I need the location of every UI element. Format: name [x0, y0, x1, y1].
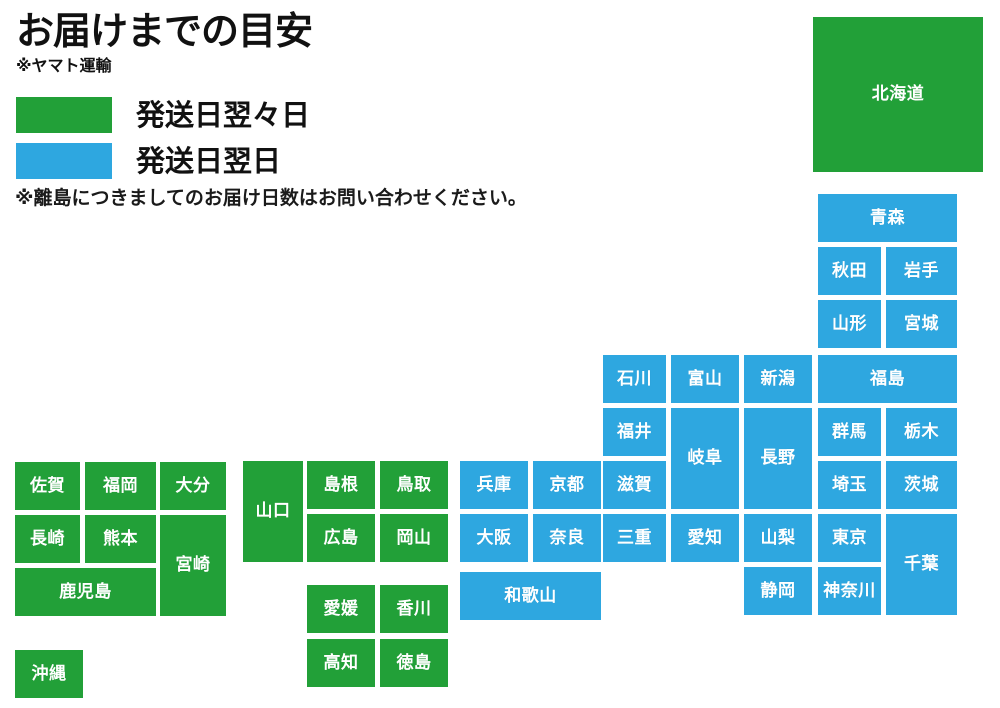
prefecture-cell: 東京 — [818, 514, 881, 562]
legend-item-two-days: 発送日翌々日 — [16, 97, 310, 133]
legend-swatch-green — [16, 97, 112, 133]
prefecture-cell: 山梨 — [744, 514, 812, 562]
prefecture-cell: 香川 — [380, 585, 448, 633]
prefecture-cell: 広島 — [307, 514, 375, 562]
prefecture-cell: 熊本 — [85, 515, 156, 563]
prefecture-cell: 千葉 — [886, 514, 957, 615]
prefecture-cell: 福井 — [603, 408, 666, 456]
prefecture-cell: 愛媛 — [307, 585, 375, 633]
prefecture-cell: 福島 — [818, 355, 957, 403]
prefecture-cell: 長崎 — [15, 515, 80, 563]
prefecture-cell: 宮城 — [886, 300, 957, 348]
prefecture-cell: 富山 — [671, 355, 739, 403]
prefecture-cell: 鳥取 — [380, 461, 448, 509]
prefecture-cell: 石川 — [603, 355, 666, 403]
legend-label-green: 発送日翌々日 — [136, 97, 311, 132]
legend-label-blue: 発送日翌日 — [136, 143, 282, 178]
prefecture-cell: 大阪 — [460, 514, 528, 562]
prefecture-cell: 新潟 — [744, 355, 812, 403]
prefecture-cell: 長野 — [744, 408, 812, 509]
prefecture-cell: 大分 — [160, 462, 226, 510]
prefecture-cell: 岐阜 — [671, 408, 739, 509]
prefecture-cell: 徳島 — [380, 639, 448, 687]
prefecture-cell: 兵庫 — [460, 461, 528, 509]
prefecture-cell: 静岡 — [744, 567, 812, 615]
prefecture-cell: 佐賀 — [15, 462, 80, 510]
prefecture-cell: 高知 — [307, 639, 375, 687]
prefecture-cell: 福岡 — [85, 462, 156, 510]
prefecture-cell: 和歌山 — [460, 572, 601, 620]
prefecture-cell: 三重 — [603, 514, 666, 562]
page-title: お届けまでの目安 — [16, 9, 313, 53]
prefecture-cell: 栃木 — [886, 408, 957, 456]
prefecture-cell: 奈良 — [533, 514, 601, 562]
prefecture-cell: 愛知 — [671, 514, 739, 562]
prefecture-cell: 岡山 — [380, 514, 448, 562]
prefecture-cell: 京都 — [533, 461, 601, 509]
prefecture-cell: 島根 — [307, 461, 375, 509]
prefecture-cell: 岩手 — [886, 247, 957, 295]
prefecture-cell: 茨城 — [886, 461, 957, 509]
prefecture-cell: 神奈川 — [818, 567, 881, 615]
prefecture-cell: 鹿児島 — [15, 568, 156, 616]
prefecture-cell: 埼玉 — [818, 461, 881, 509]
prefecture-cell: 宮崎 — [160, 515, 226, 616]
carrier-note: ※ヤマト運輸 — [16, 56, 112, 75]
prefecture-cell: 北海道 — [813, 17, 983, 172]
prefecture-cell: 沖縄 — [15, 650, 83, 698]
prefecture-cell: 秋田 — [818, 247, 881, 295]
prefecture-cell: 青森 — [818, 194, 957, 242]
prefecture-cell: 滋賀 — [603, 461, 666, 509]
legend-swatch-blue — [16, 143, 112, 179]
prefecture-cell: 山口 — [243, 461, 303, 562]
prefecture-cell: 山形 — [818, 300, 881, 348]
legend-item-next-day: 発送日翌日 — [16, 143, 281, 179]
remote-islands-note: ※離島につきましてのお届け日数はお問い合わせください。 — [15, 187, 527, 209]
prefecture-cell: 群馬 — [818, 408, 881, 456]
